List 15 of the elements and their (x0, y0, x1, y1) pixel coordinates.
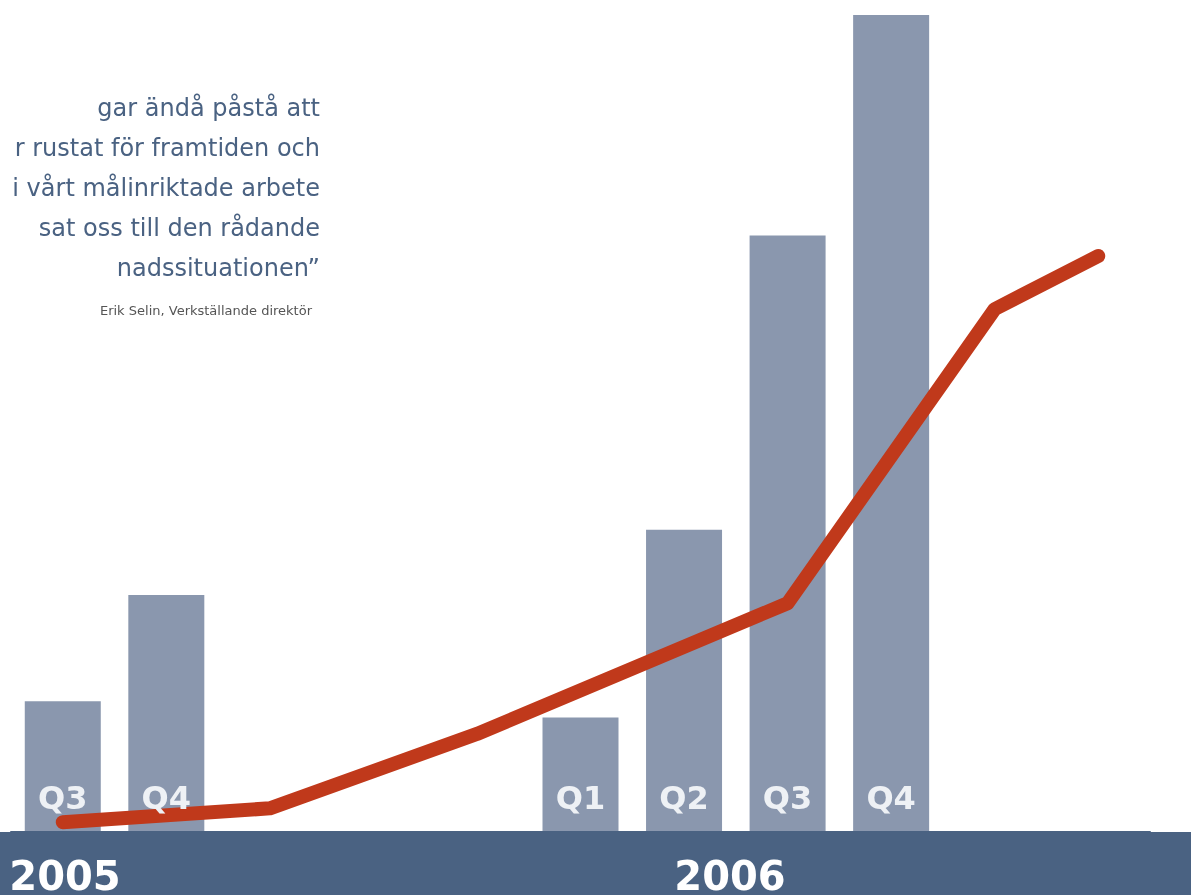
x-tick-label: Q2 (659, 779, 709, 817)
text: 2006 (674, 853, 786, 895)
bar (128, 595, 205, 832)
bar (749, 235, 826, 832)
bar (853, 15, 930, 832)
bar (646, 529, 723, 832)
x-tick-label: Q3 (38, 779, 88, 817)
annotation: gar ändå påstå att r rustat för framtiden och i vårt målinriktade arbete sat oss till den rådande nadssituationen” (12, 93, 320, 282)
text: 2005 (9, 853, 121, 895)
x-tick-label: Q1 (555, 779, 606, 817)
x-tick-label: Q4 (141, 779, 192, 817)
bar (542, 717, 619, 832)
annotation: Erik Selin, Verkställande direktör (99, 303, 313, 318)
x-tick-label: Q3 (762, 779, 813, 817)
x-tick-label: Q4 (866, 779, 916, 817)
